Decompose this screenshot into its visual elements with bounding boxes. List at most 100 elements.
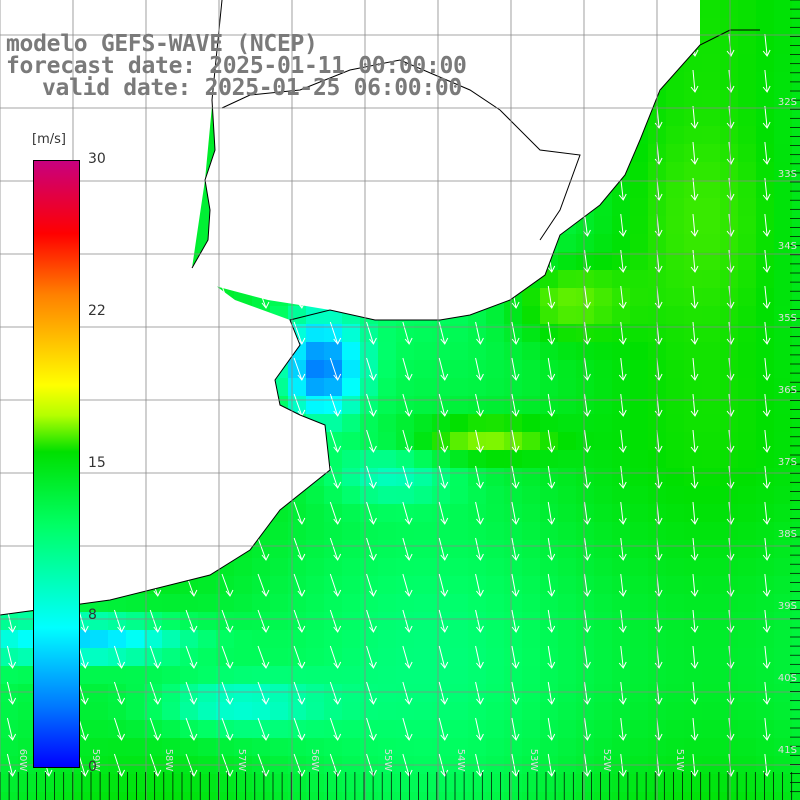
wind-speed-cell bbox=[522, 774, 541, 793]
colorbar bbox=[33, 160, 80, 768]
wind-speed-cell bbox=[360, 792, 379, 800]
wind-speed-cell bbox=[630, 630, 649, 649]
wind-speed-cell bbox=[612, 270, 631, 289]
wind-arrow bbox=[366, 573, 377, 597]
wind-speed-cell bbox=[504, 630, 523, 649]
wind-speed-cell bbox=[450, 378, 469, 397]
wind-speed-cell bbox=[360, 378, 379, 397]
wind-speed-cell bbox=[108, 630, 127, 649]
wind-speed-cell bbox=[288, 666, 307, 685]
wind-speed-cell bbox=[738, 306, 757, 325]
wind-speed-cell bbox=[594, 522, 613, 541]
wind-speed-cell bbox=[216, 792, 235, 800]
colorbar-tick-22: 22 bbox=[88, 303, 106, 319]
wind-speed-cell bbox=[630, 378, 649, 397]
wind-arrow bbox=[511, 501, 520, 525]
wind-speed-cell bbox=[0, 738, 19, 757]
wind-speed-cell bbox=[774, 450, 793, 469]
wind-speed-cell bbox=[432, 630, 451, 649]
wind-speed-cell bbox=[342, 576, 361, 595]
wind-arrow bbox=[221, 717, 234, 741]
wind-speed-cell bbox=[612, 792, 631, 800]
wind-speed-cell bbox=[720, 72, 739, 91]
wind-speed-cell bbox=[306, 522, 325, 541]
wind-arrow bbox=[583, 537, 591, 561]
wind-speed-cell bbox=[666, 576, 685, 595]
longitude-label: 60W bbox=[17, 749, 28, 772]
wind-speed-cell bbox=[774, 414, 793, 433]
wind-speed-cell bbox=[270, 540, 289, 559]
wind-arrow bbox=[113, 681, 126, 705]
wind-speed-cell bbox=[702, 666, 721, 685]
wind-speed-cell bbox=[576, 360, 595, 379]
wind-speed-cell bbox=[360, 594, 379, 613]
wind-speed-cell bbox=[756, 0, 775, 19]
wind-speed-cell bbox=[630, 468, 649, 487]
wind-speed-cell bbox=[360, 522, 379, 541]
wind-speed-cell bbox=[558, 666, 577, 685]
wind-speed-cell bbox=[288, 630, 307, 649]
wind-arrow bbox=[475, 717, 484, 741]
wind-speed-cell bbox=[666, 306, 685, 325]
wind-speed-cell bbox=[522, 792, 541, 800]
wind-speed-cell bbox=[684, 792, 703, 800]
wind-speed-cell bbox=[684, 198, 703, 217]
wind-speed-cell bbox=[666, 468, 685, 487]
wind-speed-cell bbox=[396, 576, 415, 595]
wind-arrow bbox=[690, 285, 699, 309]
wind-speed-cell bbox=[342, 468, 361, 487]
wind-speed-cell bbox=[90, 648, 109, 667]
wind-speed-cell bbox=[396, 774, 415, 793]
wind-speed-cell bbox=[756, 180, 775, 199]
wind-speed-cell bbox=[378, 486, 397, 505]
wind-speed-cell bbox=[234, 558, 253, 577]
wind-speed-cell bbox=[90, 792, 109, 800]
wind-speed-cell bbox=[288, 378, 307, 397]
wind-speed-cell bbox=[774, 0, 793, 19]
wind-speed-cell bbox=[468, 630, 487, 649]
wind-arrow bbox=[329, 681, 342, 705]
wind-speed-cell bbox=[756, 252, 775, 271]
wind-speed-cell bbox=[684, 432, 703, 451]
wind-speed-cell bbox=[720, 666, 739, 685]
wind-arrow bbox=[329, 645, 342, 669]
wind-speed-cell bbox=[486, 360, 505, 379]
wind-speed-cell bbox=[504, 774, 523, 793]
wind-speed-cell bbox=[324, 324, 343, 343]
wind-speed-cell bbox=[504, 612, 523, 631]
wind-speed-cell bbox=[378, 540, 397, 559]
wind-speed-cell bbox=[18, 702, 37, 721]
wind-speed-cell bbox=[234, 630, 253, 649]
wind-speed-cell bbox=[630, 738, 649, 757]
wind-arrow bbox=[366, 537, 377, 561]
latitude-label: 32S bbox=[778, 97, 797, 108]
wind-speed-cell bbox=[486, 684, 505, 703]
wind-speed-cell bbox=[378, 648, 397, 667]
wind-speed-cell bbox=[198, 648, 217, 667]
wind-speed-cell bbox=[504, 648, 523, 667]
wind-speed-cell bbox=[198, 576, 217, 595]
wind-speed-cell bbox=[432, 414, 451, 433]
wind-arrow bbox=[257, 717, 270, 741]
wind-speed-cell bbox=[702, 324, 721, 343]
wind-speed-cell bbox=[684, 216, 703, 235]
wind-speed-cell bbox=[162, 738, 181, 757]
wind-speed-cell bbox=[342, 486, 361, 505]
wind-speed-cell bbox=[450, 342, 469, 361]
wind-arrow bbox=[762, 393, 771, 417]
wind-arrow bbox=[547, 285, 556, 309]
wind-arrow bbox=[149, 609, 162, 633]
wind-speed-cell bbox=[522, 360, 541, 379]
wind-speed-cell bbox=[306, 720, 325, 739]
wind-speed-cell bbox=[468, 558, 487, 577]
wind-speed-cell bbox=[522, 414, 541, 433]
wind-speed-cell bbox=[702, 216, 721, 235]
wind-arrow bbox=[402, 429, 413, 453]
wind-speed-cell bbox=[558, 504, 577, 523]
wind-speed-cell bbox=[738, 486, 757, 505]
wind-speed-cell bbox=[756, 558, 775, 577]
wind-speed-cell bbox=[792, 666, 800, 685]
wind-speed-cell bbox=[522, 684, 541, 703]
wind-speed-cell bbox=[612, 306, 631, 325]
wind-speed-cell bbox=[198, 738, 217, 757]
